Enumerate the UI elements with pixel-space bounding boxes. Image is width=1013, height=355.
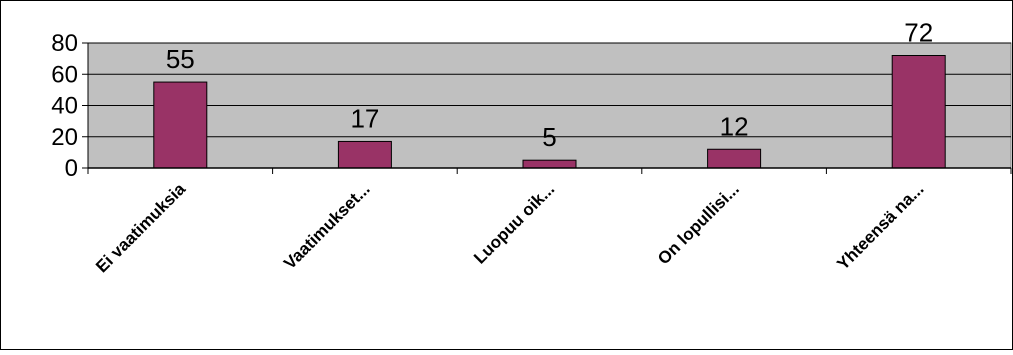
bar <box>522 159 577 169</box>
y-tick-label: 80 <box>51 30 78 57</box>
y-tick-label: 60 <box>51 61 78 88</box>
bar <box>337 140 392 169</box>
data-label: 17 <box>350 103 379 133</box>
y-tick-label: 0 <box>65 155 78 182</box>
data-label: 55 <box>166 44 195 74</box>
bar <box>153 81 208 169</box>
y-axis: 0 20 40 60 80 <box>51 30 89 182</box>
bar <box>707 148 762 169</box>
y-tick-label: 20 <box>51 124 78 151</box>
data-labels: 55 17 5 12 72 <box>166 18 933 153</box>
data-label: 12 <box>720 111 749 141</box>
bar <box>891 55 946 169</box>
data-label: 72 <box>904 18 933 48</box>
data-label: 5 <box>542 122 556 152</box>
gridlines <box>88 42 1011 138</box>
y-tick-label: 40 <box>51 93 78 120</box>
